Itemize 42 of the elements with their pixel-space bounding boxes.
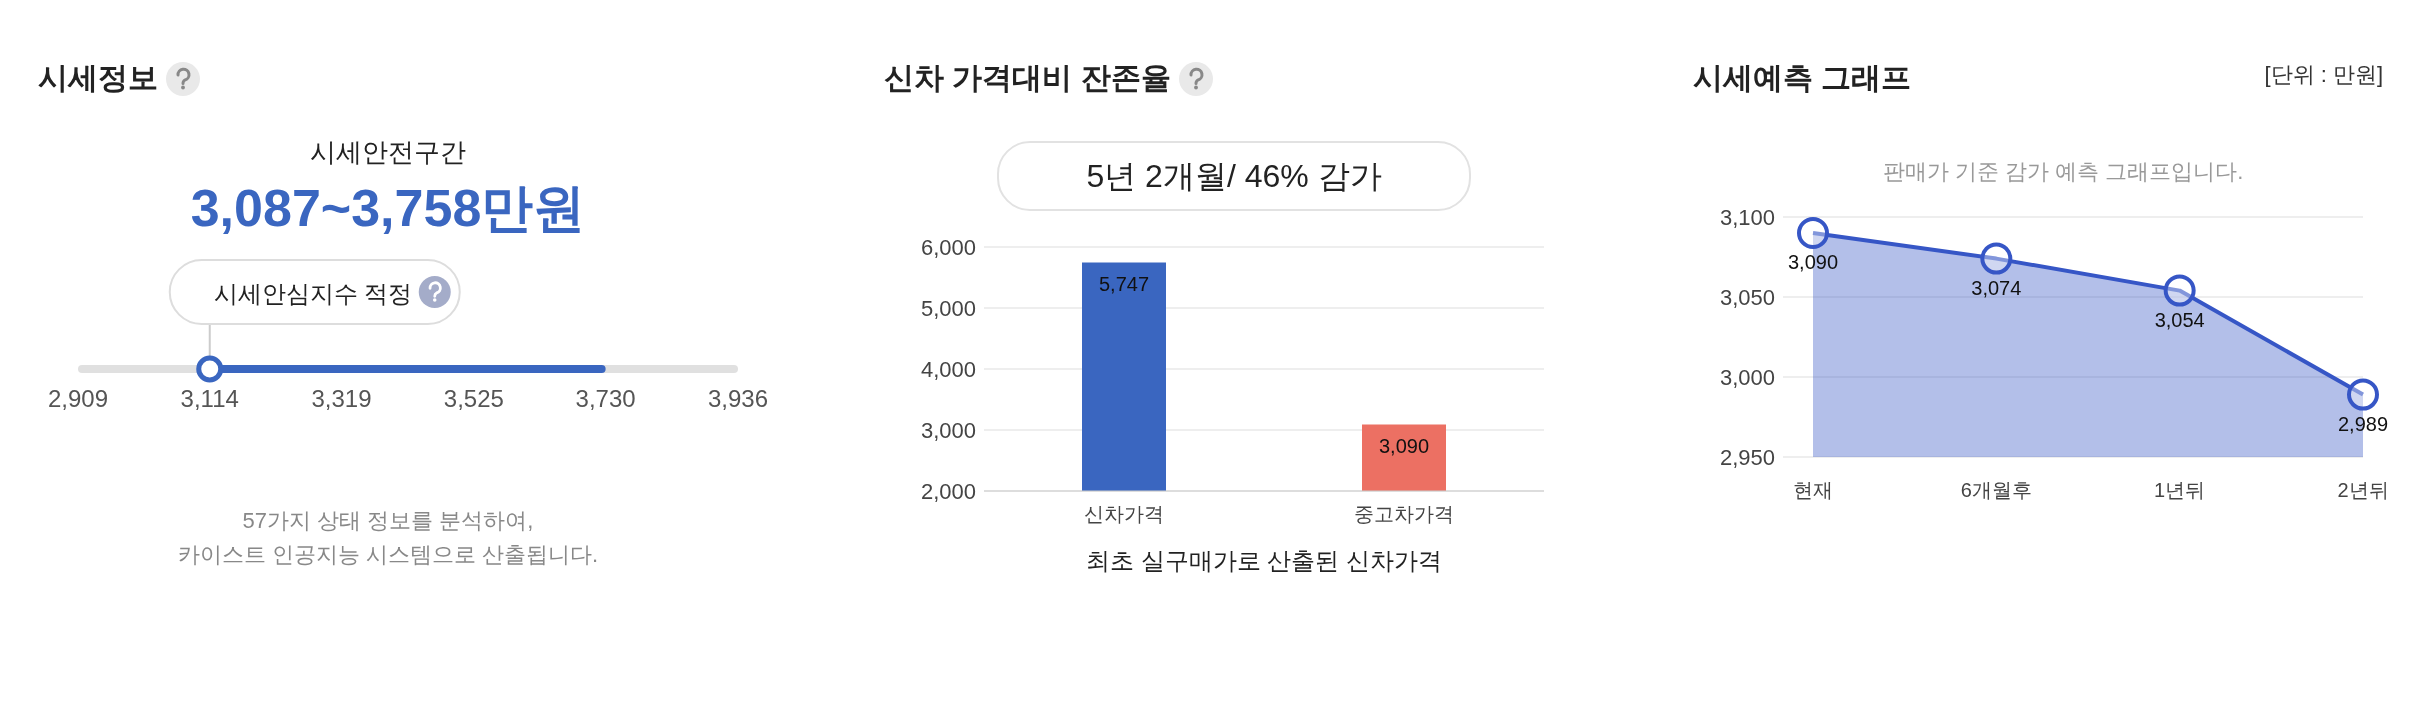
point — [1980, 242, 2013, 275]
y-tick-label: 3,000 — [920, 417, 976, 443]
y-tick-label: 3,100 — [1719, 204, 1775, 230]
chart-title: 시세정보 — [38, 60, 159, 96]
text: [단위 : 만원] — [2264, 61, 2383, 89]
x-tick-label: 1년뒤 — [2154, 479, 2206, 502]
x-tick-label: 신차가격 — [1084, 503, 1164, 526]
y-tick-label: 2,000 — [920, 478, 976, 504]
y-tick-label: 3,000 — [1719, 364, 1775, 390]
x-tick-label: 3,319 — [311, 385, 372, 413]
data-label: 3,090 — [1787, 251, 1839, 273]
data-label: 5,747 — [1098, 272, 1150, 295]
text: 3,087~3,758만원 — [189, 178, 587, 239]
x-tick-label: 중고차가격 — [1354, 503, 1454, 526]
point — [2347, 378, 2379, 411]
data-label: 3,074 — [1971, 276, 2022, 299]
x-tick-label: 3,730 — [575, 385, 636, 413]
chart-title: 신차 가격대비 잔존율 — [884, 60, 1172, 96]
y-tick-label: 3,050 — [1719, 284, 1775, 310]
point — [1797, 217, 1829, 249]
y-tick-label: 6,000 — [920, 234, 976, 260]
x-tick-label: 현재 — [1793, 479, 1833, 502]
y-tick-label: 4,000 — [920, 356, 976, 382]
chart-subtitle: 시세안전구간 — [309, 136, 467, 169]
y-tick-label: 5,000 — [920, 295, 976, 321]
x-tick-label: 2,909 — [47, 385, 109, 413]
x-tick-label: 3,114 — [180, 385, 239, 413]
chart-subtitle: 5년 2개월/ 46% 감가 — [997, 141, 1471, 211]
data-label: 3,090 — [1378, 434, 1430, 457]
x-axis-title: 최초 실구매가로 산출된 신차가격 — [1085, 546, 1443, 576]
x-tick-label: 3,936 — [707, 385, 769, 413]
data-label: 2,989 — [2337, 412, 2389, 435]
data-label: 3,054 — [2154, 308, 2205, 331]
point — [2163, 274, 2196, 307]
ref-line-label: 시세안심지수 적정 — [213, 280, 413, 307]
x-tick-label: 6개월후 — [1960, 479, 2032, 502]
chart-subtitle: 판매가 기준 감가 예측 그래프입니다. — [1881, 158, 2245, 186]
y-tick-label: 2,950 — [1719, 444, 1775, 470]
text: 57가지 상태 정보를 분석하여, 카이스트 인공지능 시스템으로 산출됩니다. — [176, 507, 600, 569]
x-tick-label: 3,525 — [443, 385, 504, 413]
x-tick-label: 2년뒤 — [2337, 479, 2389, 502]
chart-title: 시세예측 그래프 — [1693, 61, 1912, 94]
